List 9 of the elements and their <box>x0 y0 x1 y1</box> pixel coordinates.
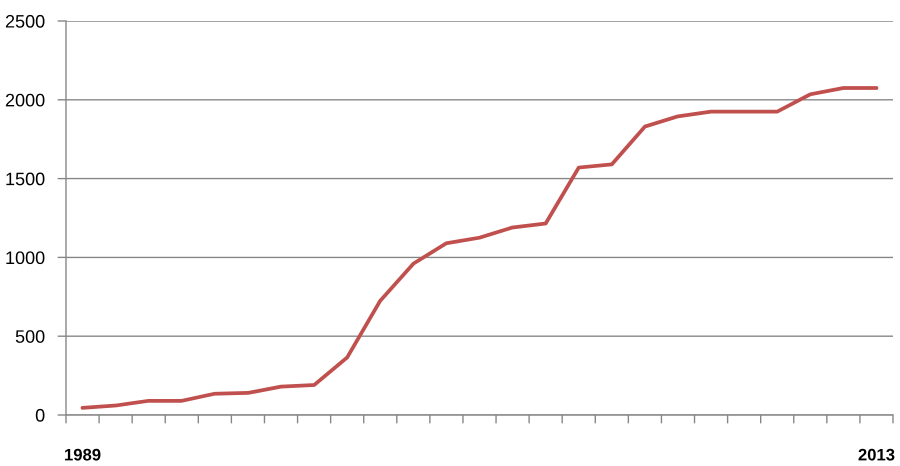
y-tick-label: 1000 <box>6 251 44 264</box>
y-tick-label: 2000 <box>6 94 44 107</box>
line-series <box>80 86 878 410</box>
y-tick-label: 0 <box>36 408 44 422</box>
y-tick-label: 2500 <box>6 14 44 28</box>
y-tick-label: 500 <box>16 330 44 343</box>
x-tick-label: 2013 <box>858 448 894 461</box>
x-tick-label: 1989 <box>65 448 100 461</box>
y-tick-label: 1500 <box>6 172 44 186</box>
